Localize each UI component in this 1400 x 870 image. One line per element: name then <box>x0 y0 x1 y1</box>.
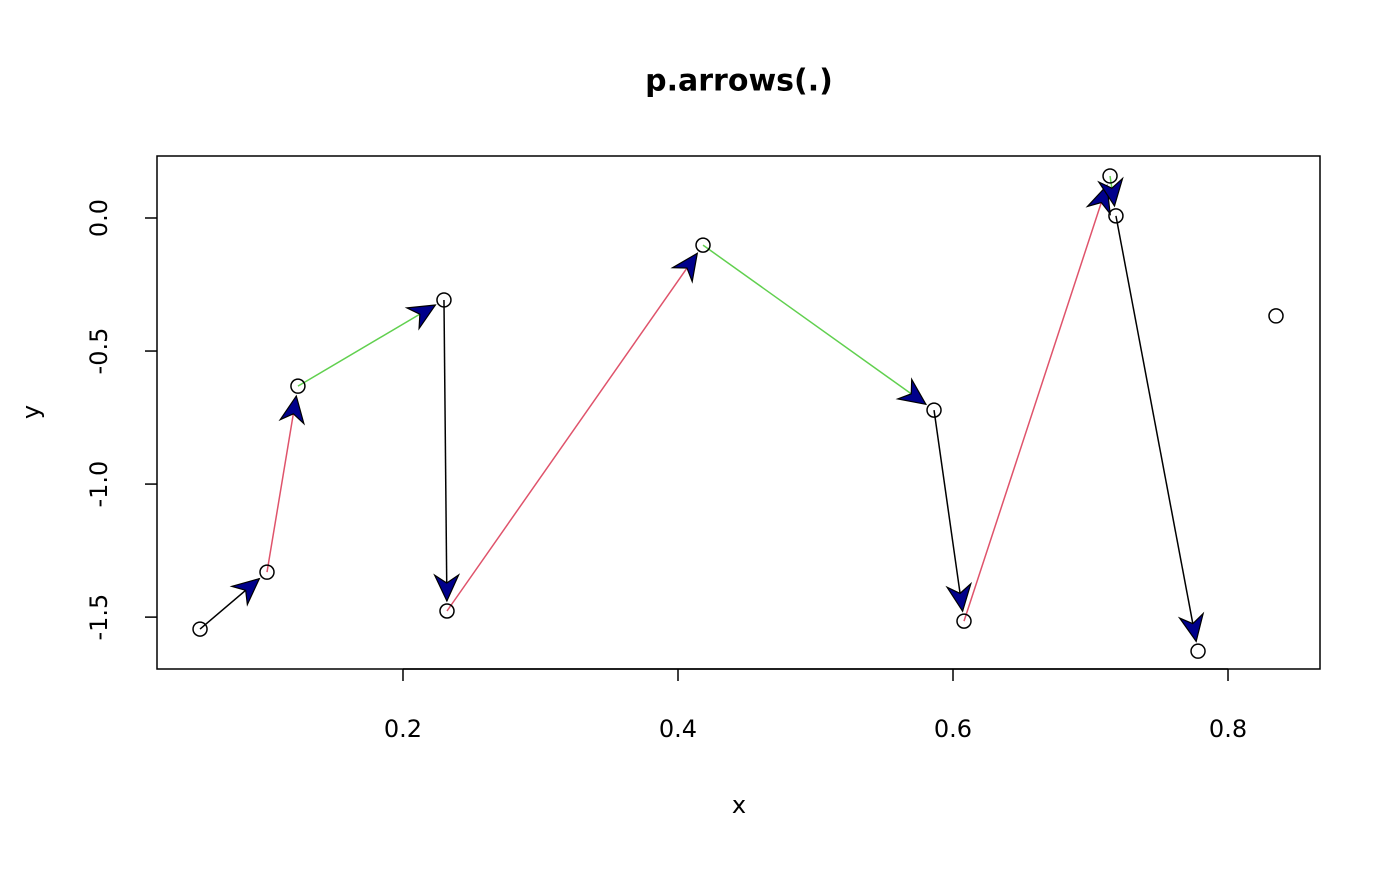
y-axis-label: y <box>17 405 45 419</box>
point <box>926 402 942 418</box>
arrow-shaft <box>443 299 448 602</box>
y-tick-label: -1.0 <box>85 461 113 508</box>
arrow-head <box>1085 184 1112 216</box>
point <box>290 378 306 394</box>
arrow-shaft <box>702 244 927 405</box>
arrow-shaft <box>446 252 698 612</box>
plot-frame <box>156 155 1321 670</box>
point <box>439 603 455 619</box>
arrow-shaft <box>297 304 436 387</box>
arrow-head <box>670 252 699 284</box>
x-tick-label: 0.6 <box>934 715 972 743</box>
arrow-head <box>404 304 437 331</box>
arrow-head <box>895 377 928 406</box>
chart-title: p.arrows(.) <box>645 64 833 99</box>
arrow-head <box>1097 176 1124 208</box>
arrow-head <box>229 577 261 607</box>
arrow-head <box>1177 611 1205 643</box>
x-axis-label: x <box>732 791 746 819</box>
point <box>956 613 972 629</box>
arrow-shaft <box>266 395 298 573</box>
arrow-shaft <box>1115 215 1197 642</box>
point <box>1268 308 1284 324</box>
point <box>695 237 711 253</box>
y-tick-label: 0.0 <box>85 199 113 237</box>
point <box>1190 643 1206 659</box>
y-tick-label: -0.5 <box>85 328 113 375</box>
point <box>1108 208 1124 224</box>
arrow-shaft <box>933 409 964 612</box>
y-tick-label: -1.5 <box>85 594 113 641</box>
x-tick-label: 0.4 <box>659 715 697 743</box>
arrow-head <box>433 573 461 603</box>
arrow-head <box>945 581 973 613</box>
arrow-head <box>278 394 306 426</box>
point <box>436 292 452 308</box>
x-tick-label: 0.2 <box>384 715 422 743</box>
point <box>1102 168 1118 184</box>
arrow-shaft <box>963 185 1108 622</box>
x-tick-label: 0.8 <box>1209 715 1247 743</box>
point <box>192 621 208 637</box>
point <box>259 564 275 580</box>
